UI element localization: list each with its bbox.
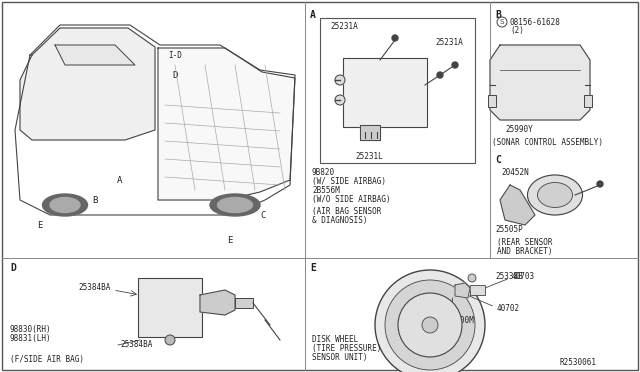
Circle shape bbox=[392, 35, 398, 41]
Text: 2B556M: 2B556M bbox=[312, 186, 340, 195]
Text: (AIR BAG SENSOR: (AIR BAG SENSOR bbox=[312, 207, 381, 216]
Text: C: C bbox=[260, 211, 266, 219]
Text: DISK WHEEL: DISK WHEEL bbox=[312, 335, 358, 344]
Polygon shape bbox=[490, 45, 590, 120]
Text: A: A bbox=[310, 10, 316, 20]
Circle shape bbox=[497, 17, 507, 27]
Circle shape bbox=[335, 95, 345, 105]
Text: 25384BA: 25384BA bbox=[120, 340, 152, 349]
Text: 25231L: 25231L bbox=[355, 152, 383, 161]
Text: 25338B: 25338B bbox=[495, 272, 523, 281]
Polygon shape bbox=[500, 185, 535, 225]
Text: (SONAR CONTROL ASSEMBLY): (SONAR CONTROL ASSEMBLY) bbox=[492, 138, 603, 147]
FancyBboxPatch shape bbox=[343, 58, 427, 127]
Text: A: A bbox=[117, 176, 123, 185]
Circle shape bbox=[452, 62, 458, 68]
Ellipse shape bbox=[50, 198, 80, 212]
Ellipse shape bbox=[218, 198, 253, 212]
Text: (TIRE PRESSURE): (TIRE PRESSURE) bbox=[312, 344, 381, 353]
Text: B: B bbox=[495, 10, 501, 20]
Text: S: S bbox=[500, 19, 504, 25]
Circle shape bbox=[335, 75, 345, 85]
Circle shape bbox=[422, 317, 438, 333]
Text: I-D: I-D bbox=[168, 51, 182, 60]
Text: (2): (2) bbox=[510, 26, 524, 35]
Ellipse shape bbox=[42, 194, 88, 216]
Polygon shape bbox=[200, 290, 235, 315]
Circle shape bbox=[165, 335, 175, 345]
FancyBboxPatch shape bbox=[138, 278, 202, 337]
Bar bbox=[235, 298, 253, 308]
Text: (F/SIDE AIR BAG): (F/SIDE AIR BAG) bbox=[10, 355, 84, 364]
Text: (W/O SIDE AIRBAG): (W/O SIDE AIRBAG) bbox=[312, 195, 390, 204]
Ellipse shape bbox=[538, 183, 573, 208]
Ellipse shape bbox=[527, 175, 582, 215]
Polygon shape bbox=[55, 45, 135, 65]
Text: E: E bbox=[37, 221, 43, 230]
Text: 20452N: 20452N bbox=[501, 168, 529, 177]
Text: E: E bbox=[310, 263, 316, 273]
Text: 40702: 40702 bbox=[497, 304, 520, 313]
Bar bbox=[320, 18, 475, 163]
Text: (W/ SIDE AIRBAG): (W/ SIDE AIRBAG) bbox=[312, 177, 386, 186]
Text: C: C bbox=[495, 155, 501, 165]
Text: 25231A: 25231A bbox=[435, 38, 463, 47]
Text: 08156-61628: 08156-61628 bbox=[510, 18, 561, 27]
Circle shape bbox=[437, 72, 443, 78]
Text: 25231A: 25231A bbox=[330, 22, 358, 31]
Text: 98831(LH): 98831(LH) bbox=[10, 334, 52, 343]
Text: R2530061: R2530061 bbox=[560, 358, 597, 367]
Text: 25505P: 25505P bbox=[495, 225, 523, 234]
Bar bbox=[470, 285, 485, 295]
Bar bbox=[488, 95, 496, 107]
Text: (REAR SENSOR: (REAR SENSOR bbox=[497, 238, 552, 247]
Polygon shape bbox=[158, 48, 295, 200]
Polygon shape bbox=[20, 28, 155, 140]
Circle shape bbox=[375, 270, 485, 372]
Text: 25990Y: 25990Y bbox=[505, 125, 532, 134]
Text: 98830(RH): 98830(RH) bbox=[10, 325, 52, 334]
Text: AND BRACKET): AND BRACKET) bbox=[497, 247, 552, 256]
Text: 40700M: 40700M bbox=[447, 316, 475, 325]
Text: 25384BA: 25384BA bbox=[78, 283, 110, 292]
Ellipse shape bbox=[210, 194, 260, 216]
Circle shape bbox=[468, 274, 476, 282]
Polygon shape bbox=[15, 25, 295, 215]
Polygon shape bbox=[455, 283, 470, 298]
Polygon shape bbox=[360, 125, 380, 140]
Text: E: E bbox=[227, 235, 233, 244]
Text: 40703: 40703 bbox=[512, 272, 535, 281]
Circle shape bbox=[398, 293, 462, 357]
Text: D: D bbox=[10, 263, 16, 273]
Bar bbox=[584, 95, 592, 107]
Circle shape bbox=[385, 280, 475, 370]
Text: D: D bbox=[172, 71, 178, 80]
Text: B: B bbox=[92, 196, 98, 205]
Circle shape bbox=[597, 181, 603, 187]
Text: 9B820: 9B820 bbox=[312, 168, 335, 177]
Text: SENSOR UNIT): SENSOR UNIT) bbox=[312, 353, 367, 362]
Text: & DIAGNOSIS): & DIAGNOSIS) bbox=[312, 216, 367, 225]
